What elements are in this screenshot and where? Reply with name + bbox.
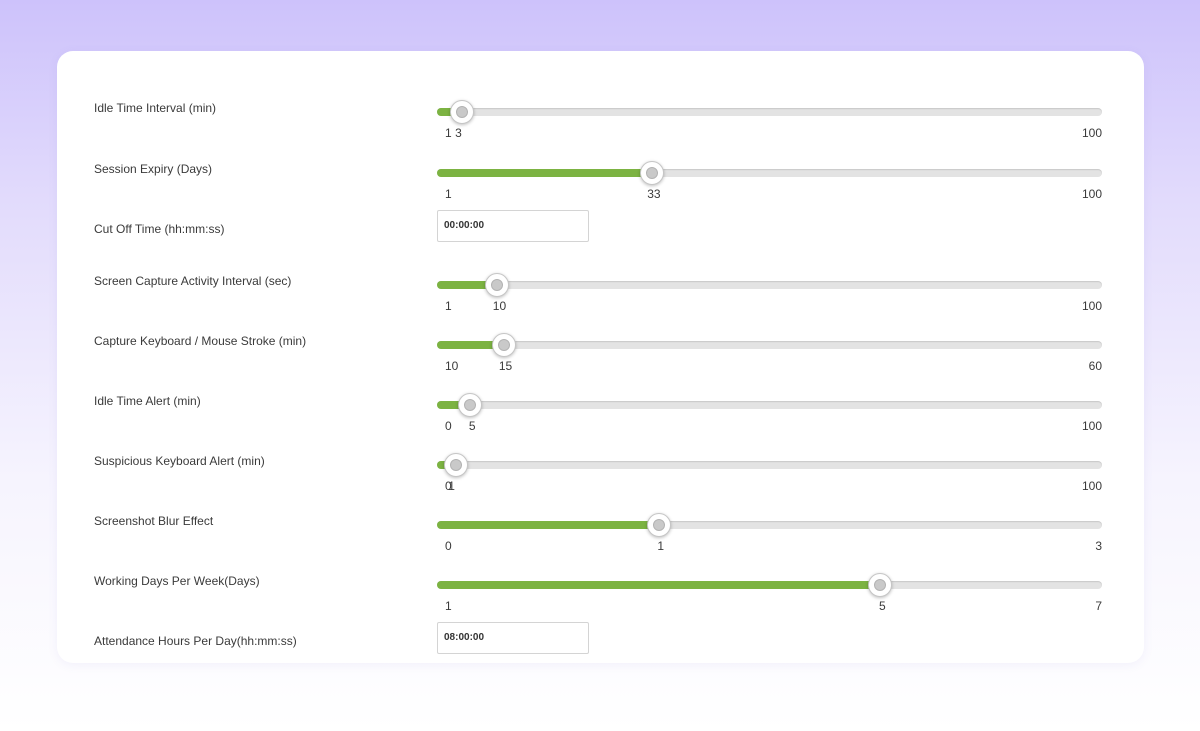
slider-thumb[interactable] xyxy=(646,513,671,537)
slider-min-label: 0 xyxy=(445,539,452,553)
slider-max-label: 100 xyxy=(1081,126,1102,140)
slider-max-label: 60 xyxy=(1088,359,1102,373)
slider-fill xyxy=(437,108,463,116)
setting-row-session-expiry: Session Expiry (Days) 1 33 100 xyxy=(57,161,1144,212)
slider-value-label: 1 xyxy=(448,479,455,493)
setting-label: Idle Time Interval (min) xyxy=(94,101,217,115)
slider-value-label: 15 xyxy=(498,359,513,373)
suspicious-keyboard-alert-slider[interactable]: 0 1 100 xyxy=(437,453,1102,493)
slider-fill xyxy=(437,169,652,177)
slider-fill xyxy=(437,521,659,529)
setting-row-idle-time-alert: Idle Time Alert (min) 0 5 100 xyxy=(57,393,1144,444)
slider-thumb[interactable] xyxy=(485,273,510,297)
slider-thumb[interactable] xyxy=(868,573,893,597)
setting-label: Session Expiry (Days) xyxy=(94,162,213,176)
working-days-slider[interactable]: 1 5 7 xyxy=(437,573,1102,613)
settings-card: Idle Time Interval (min) 1 3 100 Session… xyxy=(57,51,1144,663)
slider-track[interactable] xyxy=(437,521,1102,529)
session-expiry-slider[interactable]: 1 33 100 xyxy=(437,161,1102,201)
slider-thumb[interactable] xyxy=(491,333,516,357)
screenshot-blur-slider[interactable]: 0 1 3 xyxy=(437,513,1102,553)
setting-label: Suspicious Keyboard Alert (min) xyxy=(94,454,265,468)
setting-label: Working Days Per Week(Days) xyxy=(94,574,260,588)
slider-value-label: 5 xyxy=(468,419,476,433)
slider-value-label: 33 xyxy=(647,187,661,201)
slider-max-label: 100 xyxy=(1081,187,1102,201)
slider-min-label: 1 xyxy=(445,126,452,140)
setting-label: Screen Capture Activity Interval (sec) xyxy=(94,274,292,288)
slider-value-label: 3 xyxy=(455,126,462,140)
slider-track[interactable] xyxy=(437,281,1102,289)
setting-row-capture-keyboard-mouse: Capture Keyboard / Mouse Stroke (min) 10… xyxy=(57,333,1144,384)
slider-fill xyxy=(437,341,504,349)
cut-off-time-input[interactable]: 00:00:00 xyxy=(437,210,589,242)
setting-label: Capture Keyboard / Mouse Stroke (min) xyxy=(94,334,307,348)
slider-max-label: 7 xyxy=(1095,599,1102,613)
slider-track[interactable] xyxy=(437,108,1102,116)
attendance-hours-input[interactable]: 08:00:00 xyxy=(437,622,589,654)
slider-track[interactable] xyxy=(437,341,1102,349)
screen-capture-interval-slider[interactable]: 1 10 100 xyxy=(437,273,1102,313)
setting-row-cut-off-time: Cut Off Time (hh:mm:ss) 00:00:00 xyxy=(57,210,1144,272)
slider-thumb[interactable] xyxy=(639,161,664,185)
slider-fill xyxy=(437,581,881,589)
slider-max-label: 100 xyxy=(1081,419,1102,433)
slider-value-label: 10 xyxy=(492,299,507,313)
slider-min-label: 1 xyxy=(445,299,452,313)
idle-time-interval-slider[interactable]: 1 3 100 xyxy=(437,100,1102,140)
slider-track[interactable] xyxy=(437,401,1102,409)
slider-max-label: 100 xyxy=(1081,479,1102,493)
slider-thumb[interactable] xyxy=(450,100,475,124)
slider-min-label: 10 xyxy=(445,359,459,373)
slider-track[interactable] xyxy=(437,461,1102,469)
idle-time-alert-slider[interactable]: 0 5 100 xyxy=(437,393,1102,433)
setting-label: Idle Time Alert (min) xyxy=(94,394,201,408)
capture-keyboard-mouse-slider[interactable]: 10 15 60 xyxy=(437,333,1102,373)
slider-min-label: 1 xyxy=(445,599,452,613)
slider-fill xyxy=(437,281,498,289)
slider-min-label: 0 xyxy=(445,479,452,493)
slider-fill xyxy=(437,401,471,409)
setting-row-attendance-hours: Attendance Hours Per Day(hh:mm:ss) 08:00… xyxy=(57,622,1144,663)
setting-label: Attendance Hours Per Day(hh:mm:ss) xyxy=(94,634,297,648)
setting-label: Cut Off Time (hh:mm:ss) xyxy=(94,222,225,236)
setting-row-idle-time-interval: Idle Time Interval (min) 1 3 100 xyxy=(57,100,1144,151)
setting-label: Screenshot Blur Effect xyxy=(94,514,214,528)
slider-max-label: 3 xyxy=(1095,539,1102,553)
slider-track[interactable] xyxy=(437,169,1102,177)
setting-row-screen-capture-interval: Screen Capture Activity Interval (sec) 1… xyxy=(57,273,1144,324)
slider-min-label: 1 xyxy=(445,187,452,201)
setting-row-suspicious-keyboard-alert: Suspicious Keyboard Alert (min) 0 1 100 xyxy=(57,453,1144,504)
setting-row-screenshot-blur: Screenshot Blur Effect 0 1 3 xyxy=(57,513,1144,564)
setting-row-working-days: Working Days Per Week(Days) 1 5 7 xyxy=(57,573,1144,624)
slider-thumb[interactable] xyxy=(443,453,468,477)
slider-min-label: 0 xyxy=(445,419,452,433)
slider-thumb[interactable] xyxy=(458,393,483,417)
slider-value-label: 5 xyxy=(878,599,886,613)
slider-max-label: 100 xyxy=(1081,299,1102,313)
slider-value-label: 1 xyxy=(657,539,664,553)
